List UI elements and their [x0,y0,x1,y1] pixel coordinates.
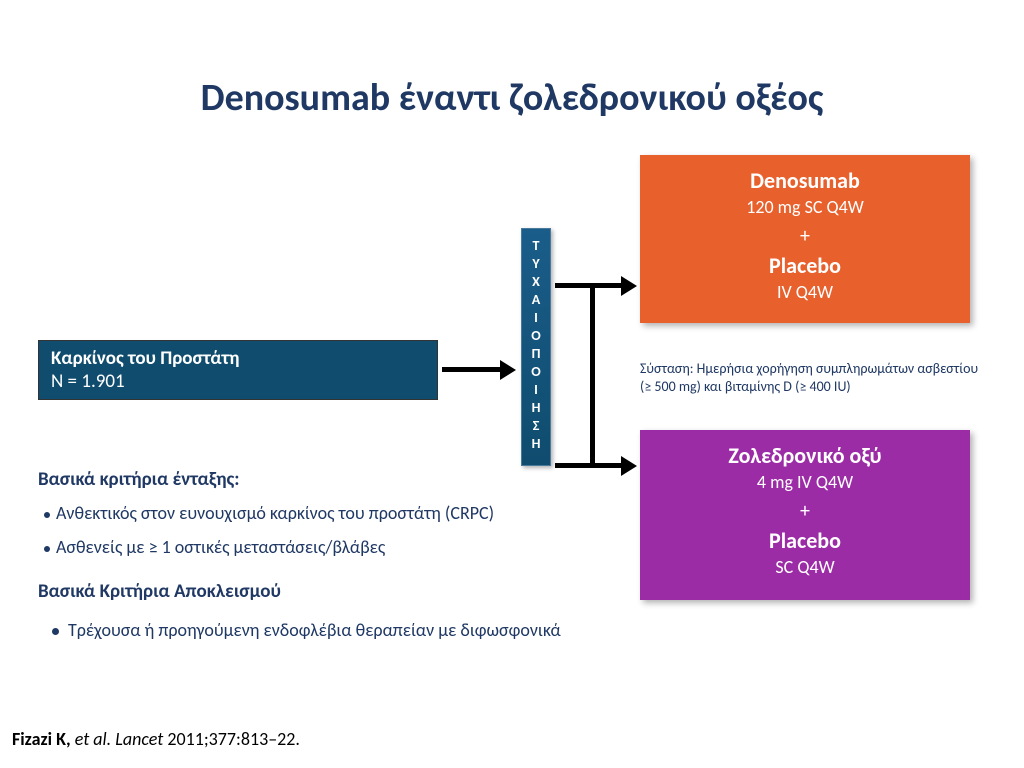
citation-rest: 2011;377:813–22. [167,728,300,750]
arm2-plus: + [648,499,962,523]
arm1-title: Denosumab [648,167,962,194]
exclusion-item-1: Τρέχουσα ή προηγούμενη ενδοφλέβια θεραπε… [68,618,568,642]
arm2-route: SC Q4W [648,556,962,578]
arm1-placebo: Placebo [648,252,962,279]
arrow-3-head [621,456,637,476]
prostate-box: Καρκίνος του Προστάτη N = 1.901 [38,340,438,400]
arm2-box: Ζολεδρονικό οξύ 4 mg IV Q4W + Placebo SC… [640,430,970,600]
inclusion-item-2: Ασθενείς με ≥ 1 οστικές μεταστάσεις/βλάβ… [56,536,385,558]
arrow-1-head [500,360,516,380]
arm1-plus: + [648,224,962,248]
arm2-placebo: Placebo [648,527,962,554]
bullet-icon [44,512,50,518]
arrow-2v [590,283,595,468]
citation-author: Fizazi K, [12,728,71,750]
recommendation-text: Σύσταση: Ημερήσια χορήγηση συμπληρωμάτων… [640,360,980,396]
arm1-dose: 120 mg SC Q4W [648,196,962,218]
arrow-2-head [621,276,637,296]
arrow-2c [595,283,623,288]
bullet-icon [44,546,50,552]
prostate-n: N = 1.901 [51,370,425,393]
arm1-box: Denosumab 120 mg SC Q4W + Placebo IV Q4W [640,155,970,323]
arm2-dose: 4 mg IV Q4W [648,471,962,493]
exclusion-header: Βασικά Κριτήρια Αποκλεισμού [38,580,281,603]
arm1-route: IV Q4W [648,281,962,303]
slide-title: Denosumab έναντι ζολεδρονικού οξέος [0,75,1024,121]
citation-journal: et al. Lancet [71,728,168,750]
inclusion-item-1: Ανθεκτικός στον ευνουχισμό καρκίνος του … [56,502,494,524]
arrow-1-line [442,367,502,372]
citation: Fizazi K, et al. Lancet 2011;377:813–22. [12,728,300,750]
arrow-3a [555,463,595,468]
arrow-3c [595,463,623,468]
arrow-2a [555,283,595,288]
randomization-box: ΤΥΧΑΙΟΠΟΙΗΣΗ [521,228,551,466]
prostate-title: Καρκίνος του Προστάτη [51,347,425,370]
arm2-title: Ζολεδρονικό οξύ [648,442,962,469]
bullet-icon [52,628,59,635]
inclusion-header: Βασικά κριτήρια ένταξης: [38,468,240,491]
